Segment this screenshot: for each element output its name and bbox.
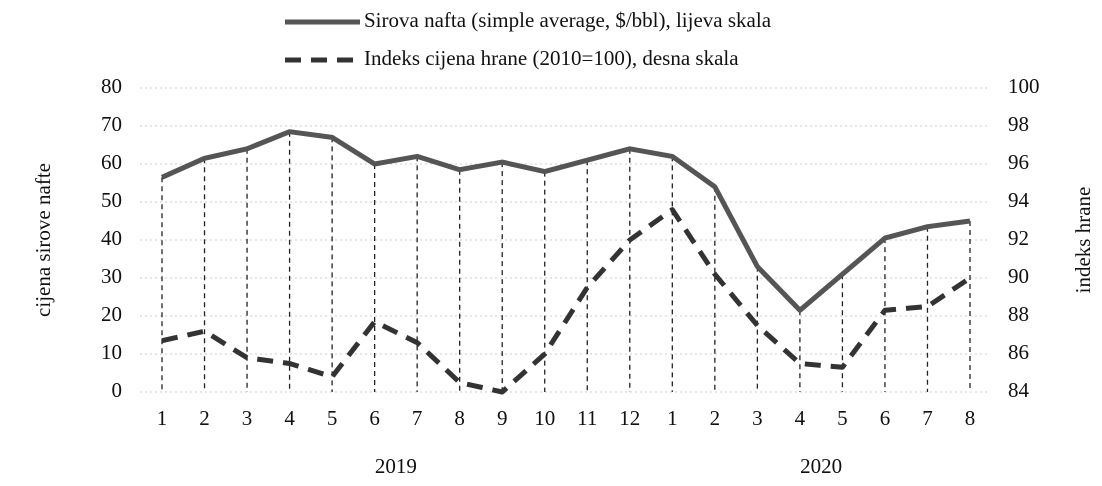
y-tick-label: 30 xyxy=(101,264,122,288)
y-tick-label: 70 xyxy=(101,112,122,136)
y2-tick-label: 94 xyxy=(1008,188,1030,212)
x-tick-label: 5 xyxy=(327,406,338,430)
y2-tick-label: 88 xyxy=(1008,302,1029,326)
y2-tick-label: 92 xyxy=(1008,226,1029,250)
x-tick-label: 2 xyxy=(710,406,721,430)
x-group-label: 2019 xyxy=(375,454,417,478)
y-tick-label: 80 xyxy=(101,74,122,98)
y-tick-label: 0 xyxy=(112,378,123,402)
x-tick-label: 8 xyxy=(965,406,976,430)
x-tick-label: 4 xyxy=(284,406,295,430)
series-line xyxy=(160,129,971,313)
x-tick-label: 4 xyxy=(795,406,806,430)
x-tick-label: 11 xyxy=(577,406,597,430)
x-tick-label: 1 xyxy=(157,406,168,430)
x-tick-label: 12 xyxy=(619,406,640,430)
x-tick-label: 3 xyxy=(242,406,253,430)
x-group-label: 2020 xyxy=(800,454,842,478)
x-tick-label: 6 xyxy=(369,406,380,430)
x-tick-label: 9 xyxy=(497,406,508,430)
y-tick-label: 60 xyxy=(101,150,122,174)
series-line xyxy=(161,207,972,395)
x-tick-label: 3 xyxy=(752,406,763,430)
legend-label: Sirova nafta (simple average, $/bbl), li… xyxy=(364,8,772,32)
x-tick-label: 2 xyxy=(199,406,210,430)
y-tick-label: 10 xyxy=(101,340,122,364)
x-tick-label: 7 xyxy=(412,406,423,430)
y2-tick-label: 100 xyxy=(1008,74,1040,98)
y-tick-label: 50 xyxy=(101,188,122,212)
x-tick-label: 6 xyxy=(880,406,891,430)
y-tick-label: 20 xyxy=(101,302,122,326)
x-tick-label: 10 xyxy=(534,406,555,430)
x-tick-label: 1 xyxy=(667,406,678,430)
y-axis-title: cijena sirove nafte xyxy=(31,163,55,317)
y-tick-label: 40 xyxy=(101,226,122,250)
y2-tick-label: 90 xyxy=(1008,264,1029,288)
x-tick-label: 7 xyxy=(922,406,933,430)
x-tick-label: 5 xyxy=(837,406,848,430)
legend-label: Indeks cijena hrane (2010=100), desna sk… xyxy=(364,46,739,70)
y2-tick-label: 84 xyxy=(1008,378,1030,402)
y2-tick-label: 96 xyxy=(1008,150,1029,174)
y2-tick-label: 86 xyxy=(1008,340,1029,364)
y2-tick-label: 98 xyxy=(1008,112,1029,136)
y2-axis-title: indeks hrane xyxy=(1071,187,1095,294)
x-tick-label: 8 xyxy=(454,406,465,430)
